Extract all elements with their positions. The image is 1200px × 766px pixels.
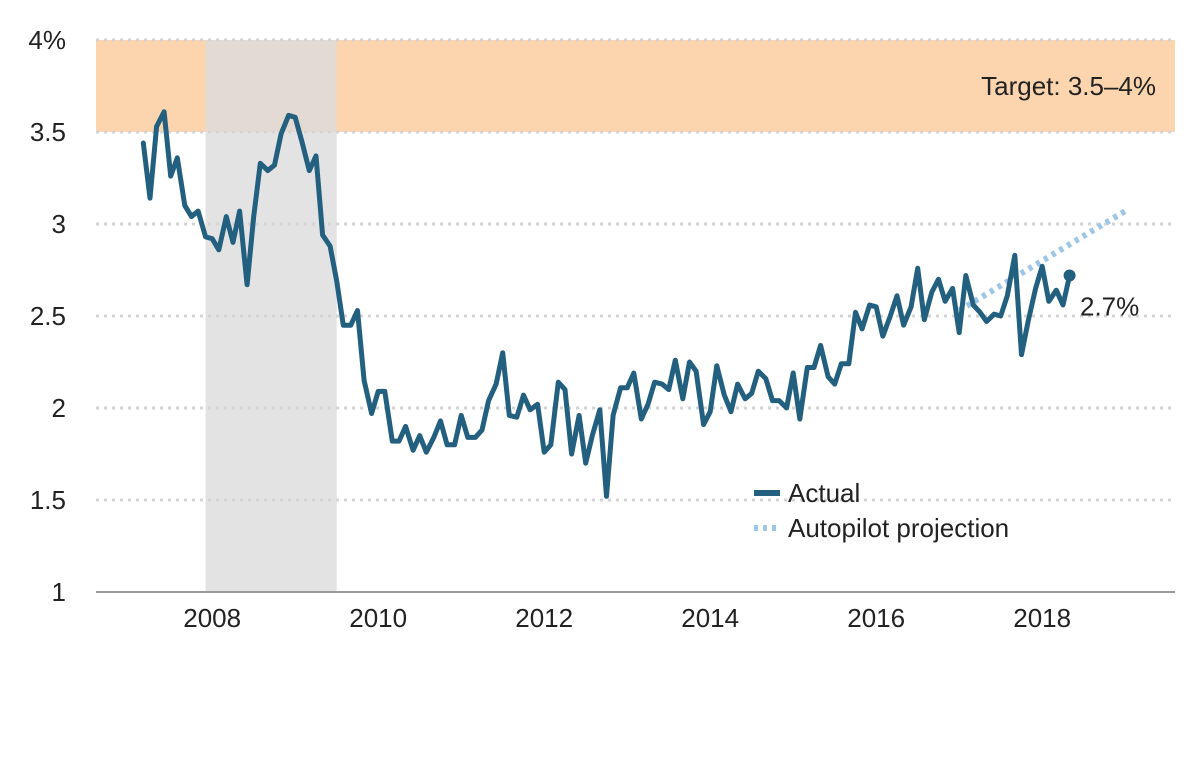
y-tick-label: 3.5 [30, 117, 66, 147]
y-tick-label: 1 [52, 577, 66, 607]
x-tick-label: 2018 [1013, 603, 1071, 633]
axes: 1 1.5 2 2.5 3 3.5 4% 2008 2010 2012 2014 2016 2018 [28, 25, 1175, 633]
plot-series [140, 109, 1127, 499]
end-value-label: 2.7% [1080, 292, 1139, 322]
x-tick-label: 2014 [681, 603, 739, 633]
y-tick-label: 4% [28, 25, 66, 55]
target-band-label: Target: 3.5–4% [981, 71, 1156, 101]
y-tick-label: 2 [52, 393, 66, 423]
x-tick-label: 2016 [847, 603, 905, 633]
y-tick-label: 1.5 [30, 485, 66, 515]
legend: Actual Autopilot projection [754, 478, 1009, 543]
x-tick-label: 2012 [515, 603, 573, 633]
series-line-actual [140, 109, 1073, 499]
legend-projection-label: Autopilot projection [788, 513, 1009, 543]
x-tick-label: 2008 [183, 603, 241, 633]
x-tick-label: 2010 [349, 603, 407, 633]
y-tick-label: 3 [52, 209, 66, 239]
y-tick-label: 2.5 [30, 301, 66, 331]
series-end-point [1063, 269, 1076, 282]
legend-actual-label: Actual [788, 478, 860, 508]
